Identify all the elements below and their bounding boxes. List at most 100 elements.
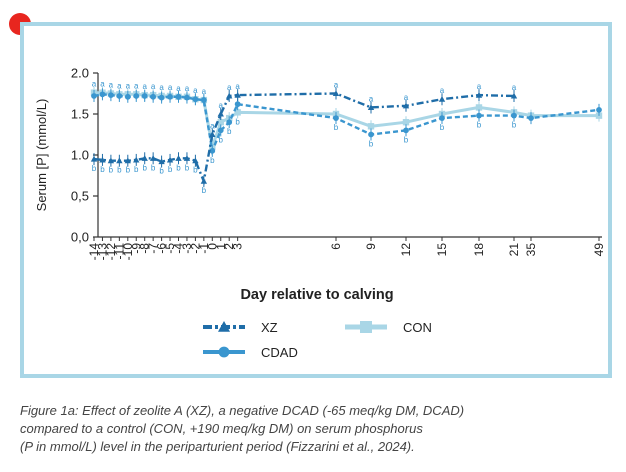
letter-a: a xyxy=(92,80,97,89)
data-point-cdad xyxy=(439,115,445,121)
x-tick-label: 2 xyxy=(222,243,236,250)
letter-b: b xyxy=(176,163,181,172)
letter-a: a xyxy=(159,83,164,92)
x-tick-label: -14 xyxy=(87,243,101,261)
data-point-cdad xyxy=(333,115,339,121)
y-tick-label: 0,5 xyxy=(71,189,89,204)
data-point-xz xyxy=(209,131,216,138)
letter-b: b xyxy=(334,123,339,132)
letter-b: b xyxy=(185,163,190,172)
letter-b: b xyxy=(440,123,445,132)
data-point-xz xyxy=(158,158,165,165)
letter-a: a xyxy=(334,81,339,90)
data-point-xz xyxy=(367,104,375,110)
y-tick-label: 0,0 xyxy=(71,230,89,245)
data-point-xz xyxy=(510,92,518,99)
data-point-xz xyxy=(332,90,340,97)
caption-line-2: compared to a control (CON, +190 meq/kg … xyxy=(20,421,423,436)
letter-a: a xyxy=(512,83,517,92)
letter-b: b xyxy=(142,163,147,172)
letter-a: a xyxy=(109,81,114,90)
letter-b: b xyxy=(159,167,164,176)
data-point-cdad xyxy=(175,93,182,100)
data-point-xz xyxy=(475,91,483,98)
letter-a: a xyxy=(168,83,173,92)
data-point-cdad xyxy=(209,148,216,154)
letter-b: b xyxy=(92,164,97,173)
x-tick-label: -8 xyxy=(138,243,152,254)
letter-b: b xyxy=(219,135,224,144)
letter-a: a xyxy=(126,81,131,90)
letter-b: b xyxy=(134,165,139,174)
legend-item-con: CON xyxy=(345,320,432,335)
x-tick-label: -10 xyxy=(121,243,135,261)
x-tick-label: -3 xyxy=(180,243,194,254)
letter-b: b xyxy=(369,140,374,149)
data-point-cdad xyxy=(368,131,374,138)
x-tick-label: 9 xyxy=(364,243,378,250)
data-point-cdad xyxy=(192,96,199,103)
data-point-cdad xyxy=(476,112,482,119)
letter-b: b xyxy=(404,135,409,144)
x-tick-label: 35 xyxy=(524,243,538,257)
x-tick-label: -12 xyxy=(104,243,118,261)
data-point-xz xyxy=(192,157,199,164)
legend-item-cdad: CDAD xyxy=(203,345,298,360)
letter-a: a xyxy=(134,81,139,90)
x-axis-title: Day relative to calving xyxy=(240,287,393,303)
letter-b: b xyxy=(100,165,105,174)
letter-a: a xyxy=(117,81,122,90)
data-point-cdad xyxy=(596,107,602,113)
data-point-xz xyxy=(175,155,182,161)
x-tick-label: 15 xyxy=(435,243,449,257)
x-tick-label: -4 xyxy=(172,243,186,254)
letter-a: a xyxy=(185,84,190,93)
legend-marker-xz xyxy=(218,321,230,332)
letter-a: a xyxy=(210,122,215,131)
legend-marker-cdad xyxy=(218,346,230,358)
data-point-xz xyxy=(166,156,174,163)
x-tick-label: 12 xyxy=(399,243,413,257)
x-tick-label: -9 xyxy=(129,243,143,254)
chart-frame xyxy=(20,22,612,378)
y-ticks: 0,0 0,5 1.0 1.5 2.0 xyxy=(71,66,98,245)
significance-letters: abababababababababababababababababababab… xyxy=(92,80,517,196)
data-point-xz xyxy=(234,91,241,98)
data-point-xz xyxy=(99,156,106,163)
letter-b: b xyxy=(227,127,232,136)
letter-b: b xyxy=(117,166,122,175)
data-point-xz xyxy=(226,92,233,99)
data-point-cdad xyxy=(226,119,233,126)
letter-a: a xyxy=(176,84,181,93)
data-point-xz xyxy=(90,155,98,162)
y-tick-label: 2.0 xyxy=(71,66,89,81)
letter-b: b xyxy=(477,121,482,130)
data-point-xz xyxy=(124,157,131,164)
x-tick-label: -11 xyxy=(112,243,126,260)
x-tick-label: 1 xyxy=(214,243,228,250)
series-line-xz xyxy=(93,92,515,186)
data-point-cdad xyxy=(108,92,114,99)
series-cdad xyxy=(91,88,602,157)
legend-label-xz: XZ xyxy=(261,320,278,335)
data-point-xz xyxy=(141,155,148,161)
x-tick-label: -6 xyxy=(155,243,169,254)
x-tick-label: 21 xyxy=(507,243,521,257)
data-point-cdad xyxy=(234,101,241,108)
data-point-con xyxy=(217,119,224,126)
letter-a: a xyxy=(219,101,224,110)
data-point-cdad xyxy=(158,94,165,101)
data-point-xz xyxy=(200,178,208,184)
letter-a: a xyxy=(477,82,482,91)
letter-a: a xyxy=(404,93,409,102)
x-tick-label: 18 xyxy=(472,243,486,257)
legend-marker-con xyxy=(360,321,372,333)
data-point-xz xyxy=(183,155,191,161)
y-axis-title: Serum [P] (mmol/L) xyxy=(34,99,49,212)
data-point-xz xyxy=(133,156,140,163)
x-tick-label: -2 xyxy=(188,243,202,254)
data-point-cdad xyxy=(167,93,173,100)
data-point-cdad xyxy=(403,127,409,134)
letter-b: b xyxy=(512,121,517,130)
